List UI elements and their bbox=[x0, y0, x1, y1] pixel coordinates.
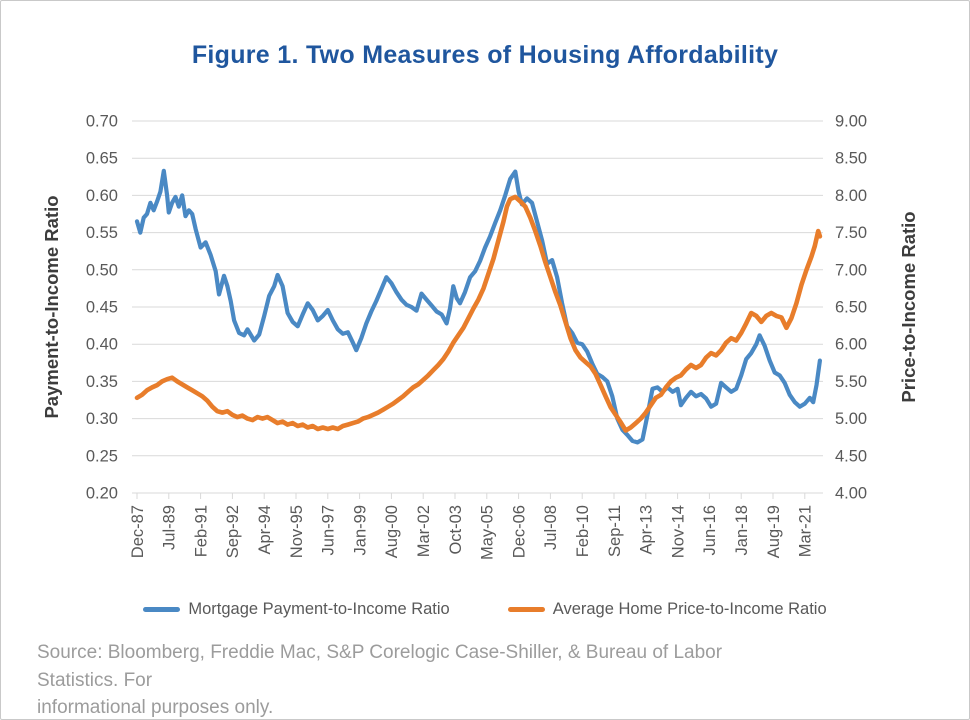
legend-item-price: Average Home Price-to-Income Ratio bbox=[507, 600, 827, 619]
x-axis-tick-label: Jun-97 bbox=[320, 505, 338, 555]
affordability-chart: 0.70 9.00 0.65 8.50 0.60 8.00 0.55 7.50 0.50 7.00… bbox=[41, 113, 919, 561]
x-axis-tick-label: Mar-02 bbox=[415, 505, 433, 557]
left-axis-tick-label: 0.55 bbox=[86, 224, 118, 242]
left-axis-tick-label: 0.35 bbox=[86, 373, 118, 391]
source-line-1: Source: Bloomberg, Freddie Mac, S&P Core… bbox=[37, 642, 723, 691]
x-axis-tick-label: Nov-14 bbox=[669, 505, 687, 558]
left-axis-tick-label: 0.20 bbox=[86, 485, 118, 503]
x-axis-tick-label: Jan-99 bbox=[351, 505, 369, 555]
left-axis-tick-label: 0.40 bbox=[86, 336, 118, 354]
right-axis-tick-label: 5.50 bbox=[835, 373, 867, 391]
right-axis-tick-label: 8.00 bbox=[835, 187, 867, 205]
right-axis-tick-label: 6.50 bbox=[835, 299, 867, 317]
legend-label-price: Average Home Price-to-Income Ratio bbox=[552, 600, 827, 618]
right-axis-tick-label: 7.00 bbox=[835, 261, 867, 279]
x-axis-tick-label: Jul-08 bbox=[542, 505, 560, 550]
source-line-2: informational purposes only. bbox=[37, 697, 274, 719]
x-axis-tick-label: Oct-03 bbox=[447, 505, 465, 555]
x-axis-tick-label: Apr-94 bbox=[256, 505, 274, 555]
x-axis-tick-label: Sep-11 bbox=[606, 505, 624, 557]
x-axis-tick-label: May-05 bbox=[479, 505, 497, 560]
right-axis-tick-label: 7.50 bbox=[835, 224, 867, 242]
x-axis-tick-label: Feb-10 bbox=[574, 505, 592, 557]
left-axis-title: Payment-to-Income Ratio bbox=[41, 195, 62, 418]
right-axis-tick-label: 4.50 bbox=[835, 447, 867, 465]
mortgage-payment-to-income-line bbox=[134, 168, 823, 445]
x-axis-tick-label: Apr-13 bbox=[638, 505, 656, 555]
right-axis-tick-label: 4.00 bbox=[835, 485, 867, 503]
source-note: Source: Bloomberg, Freddie Mac, S&P Core… bbox=[37, 639, 797, 719]
x-axis-tick-label: Dec-87 bbox=[129, 505, 147, 558]
left-axis-tick-label: 0.45 bbox=[86, 299, 118, 317]
legend-item-payment: Mortgage Payment-to-Income Ratio bbox=[143, 600, 450, 619]
right-axis-title: Price-to-Income Ratio bbox=[898, 211, 919, 402]
right-axis-tick-label: 6.00 bbox=[835, 336, 867, 354]
x-axis-tick-label: Jan-18 bbox=[733, 505, 751, 555]
home-price-to-income-line bbox=[134, 194, 823, 433]
x-axis-tick-label: Mar-21 bbox=[797, 505, 815, 557]
x-axis-tick-label: Aug-00 bbox=[383, 505, 401, 558]
left-axis-tick-label: 0.25 bbox=[86, 447, 118, 465]
x-axis-tick-label: Dec-06 bbox=[510, 505, 528, 558]
right-axis-tick-label: 5.00 bbox=[835, 410, 867, 428]
left-axis-tick-label: 0.60 bbox=[86, 187, 118, 205]
chart-legend: Mortgage Payment-to-Income Ratio Average… bbox=[1, 600, 969, 619]
price-line-swatch bbox=[507, 607, 545, 612]
right-axis-tick-label: 8.50 bbox=[835, 150, 867, 168]
legend-label-payment: Mortgage Payment-to-Income Ratio bbox=[188, 600, 450, 618]
left-axis-tick-label: 0.65 bbox=[86, 150, 118, 168]
x-axis-tick-label: Jun-16 bbox=[701, 505, 719, 555]
figure-title: Figure 1. Two Measures of Housing Afford… bbox=[191, 41, 779, 69]
right-axis-tick-label: 9.00 bbox=[835, 113, 867, 131]
left-axis-tick-label: 0.30 bbox=[86, 410, 118, 428]
chart-area: 0.70 9.00 0.65 8.50 0.60 8.00 0.55 7.50 0.50 7.00… bbox=[1, 96, 969, 601]
x-axis-tick-label: Nov-95 bbox=[288, 505, 306, 558]
x-axis-tick-label: Feb-91 bbox=[192, 505, 210, 557]
left-axis-tick-label: 0.50 bbox=[86, 261, 118, 279]
x-axis-tick-label: Aug-19 bbox=[765, 505, 783, 558]
payment-line-swatch bbox=[143, 607, 181, 612]
left-axis-tick-label: 0.70 bbox=[86, 113, 118, 131]
x-axis-tick-label: Sep-92 bbox=[224, 505, 242, 558]
x-axis-tick-label: Jul-89 bbox=[161, 505, 179, 550]
